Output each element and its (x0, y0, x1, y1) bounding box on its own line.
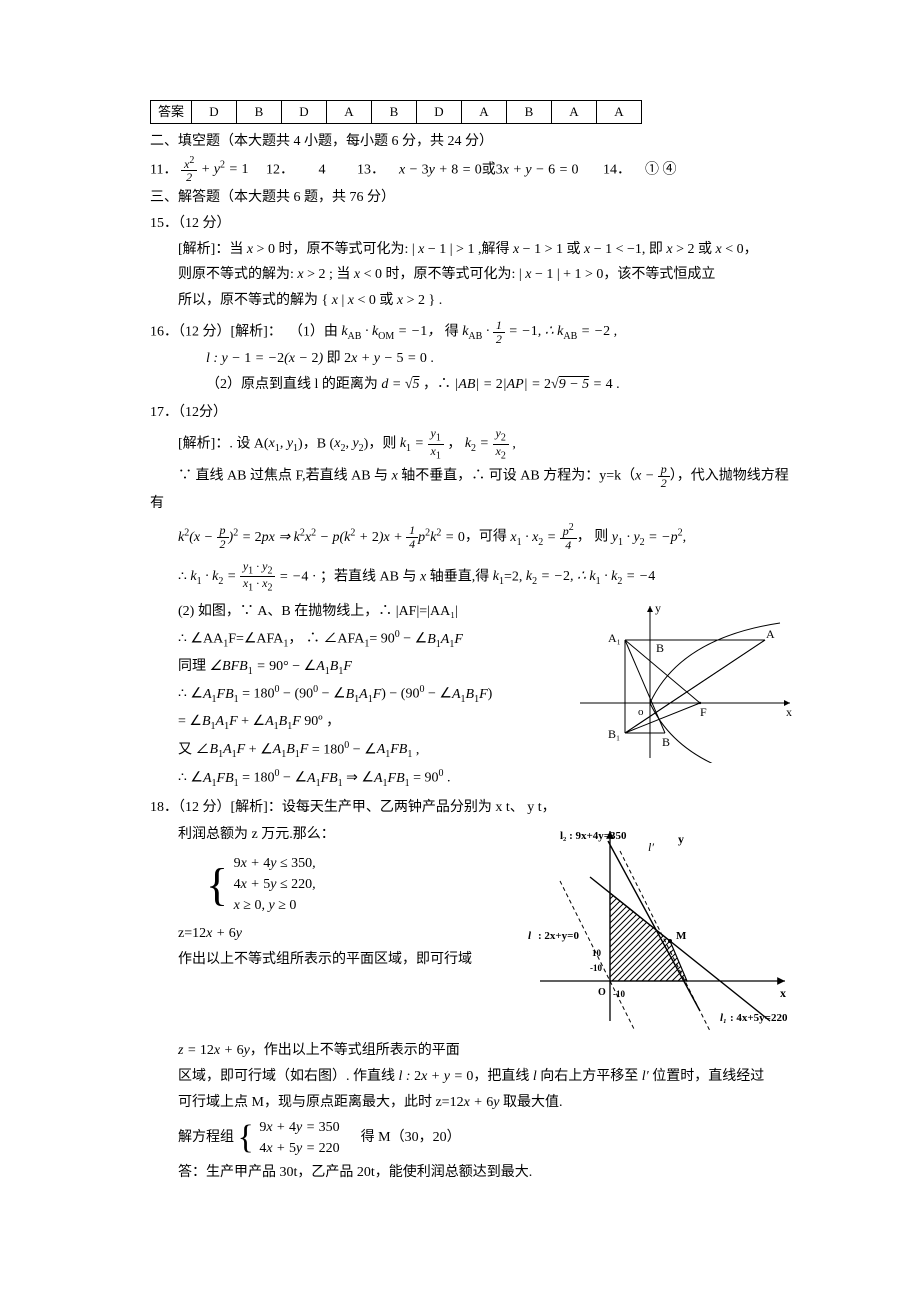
answer-header: 答案 (151, 101, 192, 124)
ans-1: D (192, 101, 237, 124)
ans-9: A (552, 101, 597, 124)
svg-text:y: y (678, 832, 684, 846)
q17-p2-l7: ∴ ∠A1FB1 = 1800 − ∠A1FB1 ⇒ ∠A1FB1 = 900 … (150, 765, 560, 791)
q16-l2: l : y − 1 = −2(x − 2) 即 2x + y − 5 = 0 . (150, 347, 800, 371)
svg-text:B: B (662, 735, 670, 749)
q18-l2: 利润总额为 z 万元.那么： (150, 823, 510, 847)
fig17: y x A₁ B A o F B₁ B (570, 598, 800, 763)
q17-p2-l2: ∴ ∠AA1F=∠AFA1， ∴ ∠AFA1= 900 − ∠B1A1F (150, 626, 560, 652)
q15-l1: [解析]：当 x > 0 时，原不等式可化为: | x − 1 | > 1 ,解… (150, 238, 800, 262)
q17-label: 17．（12分） (150, 401, 800, 425)
q15-l2: 则原不等式的解为: x > 2 ; 当 x < 0 时，原不等式可化为: | x… (150, 263, 800, 287)
ans-4: A (327, 101, 372, 124)
q16-p2: 得 (445, 324, 459, 339)
q18-l4: 作出以上不等式组所表示的平面区域，即可行域 (150, 948, 510, 972)
q14-label: 14． (603, 162, 631, 177)
svg-text:y: y (655, 601, 661, 615)
q15-label: 15．（12 分） (150, 212, 800, 236)
q17-p2-l4: ∴ ∠A1FB1 = 1800 − (900 − ∠B1A1F) − (900 … (150, 681, 560, 707)
q18-zeq: z=12x + 6y (150, 922, 510, 946)
ans-3: D (282, 101, 327, 124)
svg-text:-10: -10 (590, 963, 602, 973)
q16-eq1a: kAB · kOM = −1， (341, 324, 441, 339)
section2-title: 二、填空题（本大题共 4 小题，每小题 6 分，共 24 分） (150, 130, 800, 154)
svg-text:B₁: B₁ (608, 727, 620, 741)
q16-row1: 16．（12 分）[解析]： （1）由 kAB · kOM = −1， 得 kA… (150, 319, 800, 345)
q16-eq1b: kAB · (462, 324, 493, 339)
q17-l4: ∴ k1 · k2 = y1 · y2x1 · x2 = −4 · ；若直线 A… (150, 560, 800, 595)
q18-l7: 可行域上点 M，现与原点距离最大，此时 z=12x + 6y 取最大值. (150, 1091, 800, 1115)
q15-l3: 所以，原不等式的解为 { x | x < 0 或 x > 2 } . (150, 289, 800, 313)
q17-l2: ∵ 直线 AB 过焦点 F,若直线 AB 与 x 轴不垂直，∴ 可设 AB 方程… (150, 463, 800, 489)
svg-text:: 2x+y=0: : 2x+y=0 (538, 930, 579, 942)
svg-text:l′: l′ (648, 840, 654, 854)
q12-label: 12． (266, 162, 294, 177)
q14-ans: ① ④ (645, 162, 677, 177)
svg-text:M: M (676, 930, 687, 942)
q17-eq: k2(x − p2)2 = 2px ⇒ k2x2 − p(k2 + 2)x + … (150, 523, 800, 551)
ans-10: A (597, 101, 642, 124)
svg-text:x: x (786, 705, 792, 719)
ans-5: B (372, 101, 417, 124)
q17-l1: [解析]：. 设 A(x1, y1)，B (x2, y2)，则 k1 = y1x… (150, 427, 800, 462)
q13-ans: x − 3y + 8 = 0或3x + y − 6 = 0 (399, 162, 579, 177)
q11-eq-rest: + y2 = 1 (201, 162, 249, 177)
q11-label: 11． (150, 162, 177, 177)
q18-ans: 答：生产甲产品 30t，乙产品 20t，能使利润总额达到最大. (150, 1161, 800, 1185)
svg-text:x: x (780, 986, 786, 1000)
q16-l3: （2）原点到直线 l 的距离为 d = √5 ，∴ |AB| = 2|AP| =… (150, 373, 800, 397)
q13-label: 13． (357, 162, 385, 177)
q17-p2-l6: 又 ∠B1A1F + ∠A1B1F = 1800 − ∠A1FB1 , (150, 737, 560, 763)
svg-text:A: A (766, 627, 775, 641)
q18-l5: z = 12x + 6y，作出以上不等式组所表示的平面 (150, 1039, 800, 1063)
q16-p1: （1）由 (289, 324, 338, 339)
q11-row: 11． x22 + y2 = 1 12． 4 13． x − 3y + 8 = … (150, 156, 800, 184)
svg-text:A₁: A₁ (608, 631, 621, 645)
q17-p2-l3: 同理 ∠BFB1 = 90° − ∠A1B1F (150, 655, 560, 680)
q11-frac: x22 (181, 156, 197, 184)
svg-text:F: F (700, 705, 707, 719)
ans-7: A (462, 101, 507, 124)
q16-l3a: （2）原点到直线 l 的距离为 (206, 377, 378, 392)
svg-text:l₂ : 9x+4y=350: l₂ : 9x+4y=350 (560, 830, 627, 842)
svg-text:-10: -10 (613, 989, 625, 999)
q16-label: 16．（12 分）[解析]： (150, 324, 282, 339)
q18-l6: 区域，即可行域（如右图）. 作直线 l : 2x + y = 0，把直线 l 向… (150, 1065, 800, 1089)
q18-l8: 解方程组 { 9x + 4y = 350 4x + 5y = 220 得 M（3… (150, 1117, 800, 1159)
q17-p2-l5: = ∠B1A1F + ∠A1B1F 90º ， (150, 710, 560, 735)
ans-6: D (417, 101, 462, 124)
parabola-diagram-icon: y x A₁ B A o F B₁ B (570, 598, 800, 763)
svg-text:o: o (638, 706, 644, 718)
section3-title: 三、解答题（本大题共 6 题，共 76 分） (150, 186, 800, 210)
fig18: l₂ : 9x+4y=350 l′ l : 2x+y=0 M y x O -10… (520, 821, 800, 1031)
ans-8: B (507, 101, 552, 124)
q17-p2-l1: (2) 如图，∵ A、B 在抛物线上，∴ |AF|=|AA₁| (150, 600, 560, 624)
ans-2: B (237, 101, 282, 124)
svg-text:O: O (598, 987, 606, 998)
q18-l8b: 得 M（30，20） (361, 1130, 461, 1145)
q18-sys: { 9x + 4y ≤ 350, 4x + 5y ≤ 220, x ≥ 0, y… (150, 853, 510, 916)
linear-program-diagram-icon: l₂ : 9x+4y=350 l′ l : 2x+y=0 M y x O -10… (520, 821, 800, 1031)
svg-text:B: B (656, 641, 664, 655)
svg-text:: 4x+5y=220: : 4x+5y=220 (730, 1012, 788, 1024)
q18-l8a: 解方程组 (178, 1130, 234, 1145)
q12-ans: 4 (318, 162, 325, 177)
svg-text:10: 10 (592, 948, 602, 958)
q17-has: 有 (150, 492, 800, 516)
answer-table: 答案 D B D A B D A B A A (150, 100, 642, 124)
svg-text:l₁: l₁ (720, 1012, 727, 1024)
svg-text:l: l (528, 930, 532, 942)
q18-label: 18．（12 分）[解析]：设每天生产甲、乙两钟产品分别为 x t、 y t， (150, 796, 800, 820)
